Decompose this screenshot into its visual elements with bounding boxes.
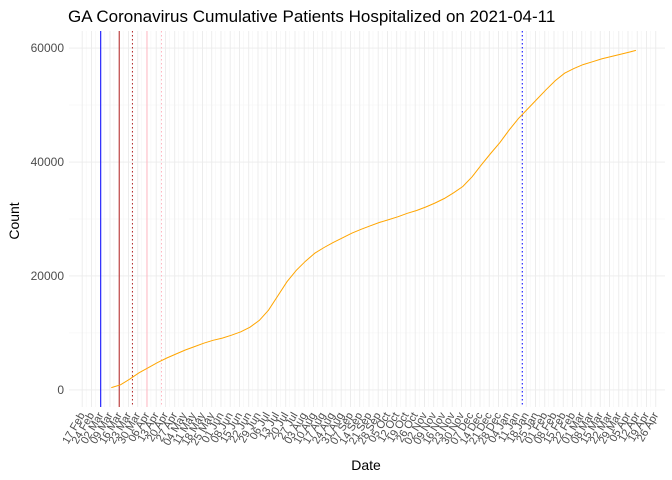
reference-lines (100, 31, 523, 407)
y-tick-label: 20000 (31, 269, 65, 283)
series-layer (111, 49, 637, 389)
x-axis-title: Date (351, 457, 381, 473)
minor-gridlines (69, 31, 665, 407)
major-gridlines (69, 31, 665, 407)
series-line (111, 49, 637, 389)
y-axis-title: Count (6, 202, 22, 239)
y-tick-label: 40000 (31, 155, 65, 169)
chart-title: GA Coronavirus Cumulative Patients Hospi… (68, 7, 555, 26)
y-tick-label: 0 (57, 383, 64, 397)
y-tick-label: 60000 (31, 41, 65, 55)
y-tick-labels: 0 20000 40000 60000 (31, 41, 65, 397)
